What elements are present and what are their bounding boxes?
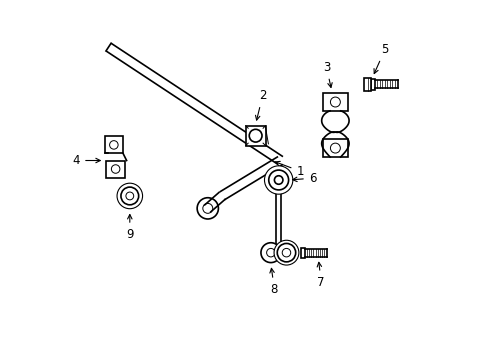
Circle shape xyxy=(261,243,281,262)
Text: 4: 4 xyxy=(73,154,100,167)
Circle shape xyxy=(110,141,118,149)
Circle shape xyxy=(274,176,283,184)
Bar xyxy=(245,126,266,145)
Circle shape xyxy=(249,129,262,142)
Circle shape xyxy=(265,166,293,194)
Circle shape xyxy=(197,198,219,219)
Text: 8: 8 xyxy=(270,268,278,296)
Circle shape xyxy=(274,240,299,265)
Bar xyxy=(323,139,348,157)
Bar xyxy=(301,248,305,258)
Bar xyxy=(371,79,375,90)
Text: 3: 3 xyxy=(323,61,332,87)
Text: 7: 7 xyxy=(317,262,325,289)
Circle shape xyxy=(126,192,134,200)
Circle shape xyxy=(203,203,213,213)
Text: 6: 6 xyxy=(293,172,317,185)
Text: 2: 2 xyxy=(255,89,267,120)
Text: 1: 1 xyxy=(275,161,304,177)
Circle shape xyxy=(330,97,341,107)
FancyBboxPatch shape xyxy=(105,136,123,153)
Circle shape xyxy=(330,143,341,153)
Bar xyxy=(365,78,371,91)
Circle shape xyxy=(111,165,120,173)
Bar xyxy=(323,93,348,111)
Text: 9: 9 xyxy=(126,215,134,241)
Circle shape xyxy=(282,248,291,257)
Circle shape xyxy=(117,183,143,209)
Circle shape xyxy=(267,248,275,257)
Text: 5: 5 xyxy=(374,43,389,73)
FancyBboxPatch shape xyxy=(106,161,125,177)
Circle shape xyxy=(277,243,295,262)
Circle shape xyxy=(269,170,289,190)
Circle shape xyxy=(121,187,139,205)
